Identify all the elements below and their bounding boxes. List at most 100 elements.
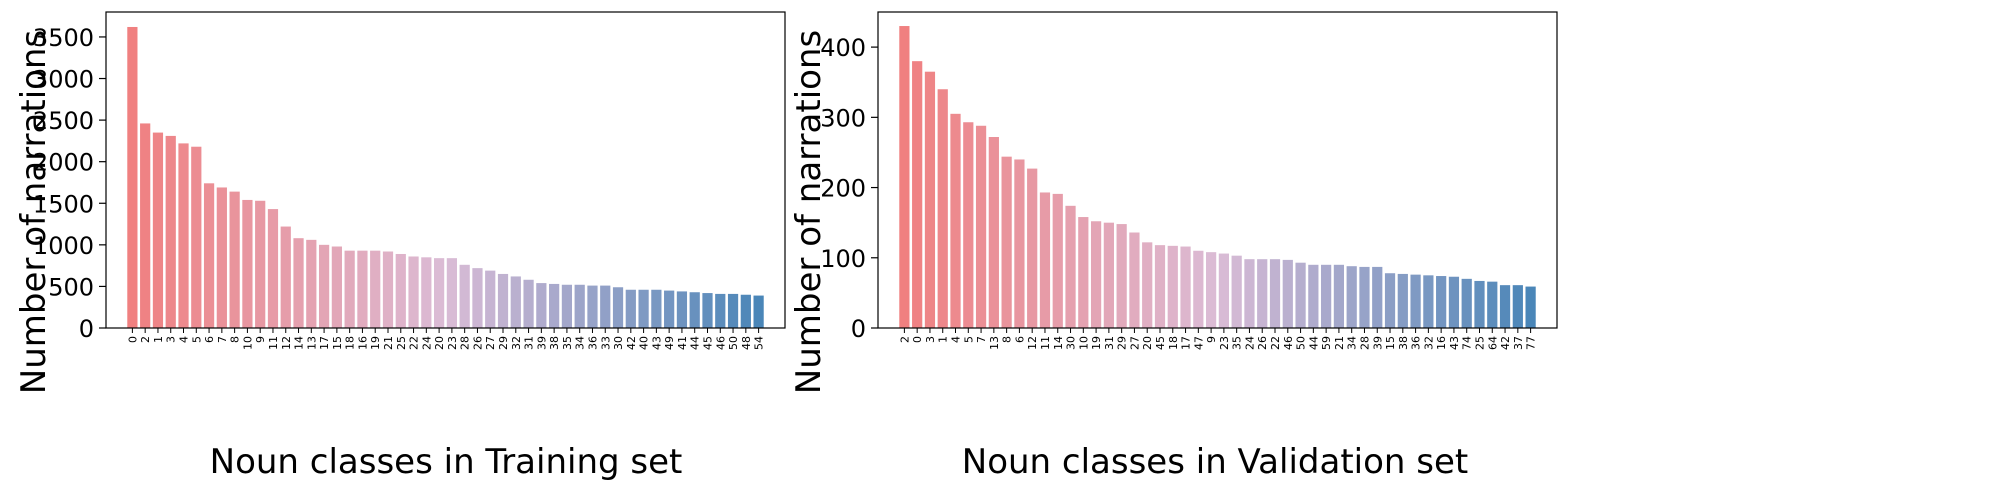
validation-x-tick-label: 16 [1435,336,1448,350]
training-x-tick-label: 4 [178,336,191,343]
validation-bar [1372,266,1383,328]
validation-plot-frame [877,11,1558,329]
training-x-tick-label: 26 [471,336,484,350]
training-y-tick-label: 1500 [33,190,94,218]
validation-bar [1282,259,1293,328]
training-x-tick-label: 3 [165,336,178,343]
validation-bar [1474,280,1485,328]
training-y-tick-label: 1000 [33,232,94,260]
validation-x-tick-label: 15 [1384,336,1397,350]
training-x-tick-label: 20 [433,336,446,350]
validation-x-tick-label: 59 [1320,336,1333,350]
training-x-tick-label: 12 [280,336,293,350]
training-x-tick-label: 46 [714,336,727,350]
training-x-tick-label: 34 [574,336,587,350]
validation-bar [1436,276,1447,328]
training-x-tick-label: 1 [152,336,165,343]
validation-x-tick-label: 5 [962,336,975,343]
training-x-tick-label: 7 [216,336,229,343]
validation-x-tick-label: 3 [924,336,937,343]
training-plot-frame [105,11,786,329]
validation-bar [1321,264,1332,328]
training-bar [203,183,215,328]
training-x-tick-label: 21 [382,336,395,350]
validation-y-tick-label: 400 [820,34,866,62]
validation-x-tick-label: 44 [1307,336,1320,350]
training-x-tick-label: 32 [510,336,523,350]
validation-x-tick-label: 20 [1141,336,1154,350]
training-bar [370,250,381,328]
training-bar [331,246,342,328]
training-bar [318,244,330,328]
training-y-tick-label: 2500 [33,107,94,135]
training-x-tick-label: 19 [369,336,382,350]
training-bar [651,289,662,328]
validation-x-tick-label: 0 [911,336,924,343]
validation-x-tick-label: 22 [1269,336,1282,350]
training-x-tick-label: 16 [356,336,369,350]
validation-y-tick-label: 100 [820,245,866,273]
training-x-tick-label: 11 [267,336,280,350]
validation-bar [1257,259,1268,328]
validation-bar [975,125,987,328]
validation-bar [1244,259,1255,328]
training-bar [216,187,227,328]
training-bar [152,132,164,328]
validation-x-tick-label: 7 [975,336,988,343]
training-x-tick-label: 39 [535,336,548,350]
validation-x-tick-label: 8 [1001,336,1014,343]
training-bar [612,287,624,328]
training-x-tick-label: 38 [548,336,561,350]
validation-x-tick-label: 9 [1205,336,1218,343]
validation-x-tick-label: 64 [1486,336,1499,350]
validation-x-tick-label: 43 [1448,336,1461,350]
training-bar [140,123,151,329]
validation-bar [1154,245,1166,328]
validation-x-tick-label: 6 [1013,336,1026,343]
validation-bar [1180,246,1191,328]
validation-bar [1333,264,1345,328]
training-x-tick-label: 50 [727,336,740,350]
training-bar [472,268,483,328]
validation-x-tick-label: 37 [1512,336,1525,350]
validation-x-tick-label: 35 [1231,336,1244,350]
validation-bar [963,122,974,328]
training-bar [664,290,675,328]
validation-bar [912,61,923,328]
validation-x-tick-label: 24 [1243,336,1256,350]
training-x-tick-label: 31 [523,336,536,350]
validation-bar [1039,192,1051,328]
validation-bar [1448,276,1460,328]
training-bar [510,276,521,328]
validation-bar [1193,250,1204,328]
validation-bar [1269,259,1281,328]
training-bar [382,251,394,328]
validation-bar [1499,285,1511,328]
validation-x-tick-label: 28 [1358,336,1371,350]
validation-x-tick-label: 50 [1295,336,1308,350]
training-bar [255,200,266,328]
validation-x-tick-label: 47 [1192,336,1205,350]
training-x-tick-label: 42 [625,336,638,350]
validation-bar [937,89,948,329]
validation-bar [1052,193,1063,328]
validation-y-tick-label: 200 [820,175,866,203]
validation-bar [1308,264,1319,328]
training-bar [395,253,406,328]
validation-x-tick-label: 77 [1525,336,1538,350]
training-y-tick-label: 0 [79,315,94,343]
validation-bar [1206,252,1217,328]
training-bar [676,291,688,328]
validation-bar [899,26,910,328]
validation-x-axis-title: Noun classes in Validation set [962,442,1468,482]
validation-x-tick-label: 31 [1103,336,1116,350]
validation-bar [1090,221,1102,328]
validation-x-tick-label: 14 [1052,336,1065,350]
training-bar [446,258,457,328]
training-x-tick-label: 9 [254,336,267,343]
validation-x-tick-label: 18 [1167,336,1180,350]
validation-bar [1397,273,1408,328]
validation-x-tick-label: 32 [1422,336,1435,350]
validation-x-tick-label: 10 [1077,336,1090,350]
training-bar [165,135,176,328]
